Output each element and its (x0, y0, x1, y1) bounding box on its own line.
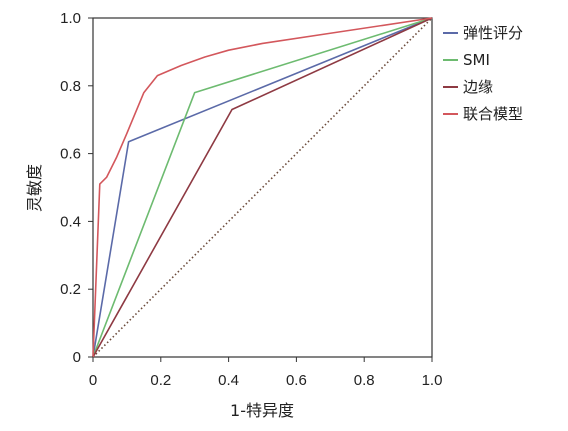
y-tick-label: 0.4 (60, 213, 81, 230)
x-tick-label: 0.8 (354, 372, 375, 389)
legend-label-3: 联合模型 (463, 105, 523, 123)
series-layer (92, 17, 433, 358)
plot-border (92, 17, 433, 358)
x-tick-label: 0.4 (218, 372, 239, 389)
x-axis-ticks: 0 0.2 0.4 0.6 0.8 1.0 (89, 357, 443, 389)
y-tick-label: 0.2 (60, 281, 81, 298)
y-tick-label: 0.6 (60, 146, 81, 163)
y-axis-ticks: 0 0.2 0.4 0.6 0.8 1.0 (60, 10, 93, 366)
y-tick-label: 0.8 (60, 78, 81, 95)
series-line-3 (92, 17, 433, 358)
x-tick-label: 0 (89, 372, 97, 389)
y-tick-label: 0 (73, 349, 81, 366)
series-line-1 (92, 17, 433, 358)
legend-label-1: SMI (463, 51, 490, 69)
y-axis-label: 灵敏度 (25, 164, 44, 212)
series-line-2 (92, 17, 433, 358)
series-line-0 (92, 17, 433, 358)
x-tick-label: 1.0 (422, 372, 443, 389)
x-tick-label: 0.6 (286, 372, 307, 389)
plot-frame (92, 17, 433, 358)
legend-label-2: 边缘 (463, 78, 493, 96)
reference-line-layer (92, 17, 433, 358)
y-tick-label: 1.0 (60, 10, 81, 27)
reference-diagonal (92, 17, 433, 358)
x-tick-label: 0.2 (150, 372, 171, 389)
legend-label-0: 弹性评分 (463, 24, 523, 42)
x-axis-label: 1-特异度 (230, 401, 294, 420)
